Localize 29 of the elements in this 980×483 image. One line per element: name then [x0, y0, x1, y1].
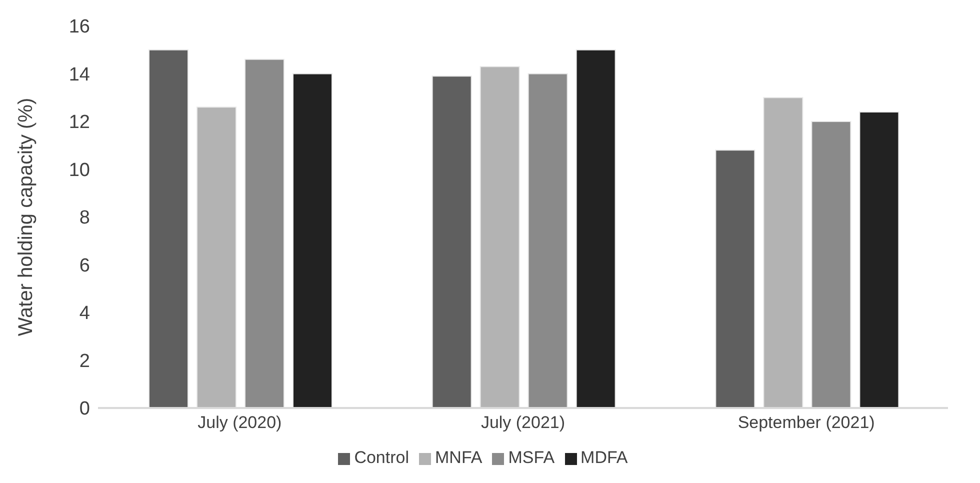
x-tick-label: September (2021): [738, 413, 875, 432]
y-tick-label: 10: [68, 160, 90, 181]
y-tick-label: 14: [68, 64, 90, 86]
y-tick-label: 12: [68, 112, 90, 134]
legend-label: MSFA: [508, 448, 555, 467]
y-tick-label: 0: [79, 398, 90, 420]
y-tick-label: 8: [79, 208, 90, 229]
y-tick-label: 2: [79, 350, 90, 372]
y-tick-label: 16: [68, 16, 90, 38]
legend-label: MDFA: [580, 448, 628, 467]
bar: [715, 150, 756, 408]
y-tick-label: 6: [79, 255, 90, 276]
bar: [576, 49, 616, 408]
legend-label: MNFA: [435, 448, 482, 467]
bar: [528, 73, 568, 408]
bar: [432, 76, 472, 408]
bar: [480, 66, 520, 408]
bar: [196, 106, 236, 408]
bar: [244, 58, 284, 408]
bar: [763, 97, 804, 408]
x-tick-label: July (2020): [198, 413, 282, 432]
y-axis-title: Water holding capacity (%): [15, 98, 38, 336]
bar: [148, 49, 188, 408]
legend-label: Control: [354, 448, 410, 467]
bar: [859, 111, 900, 408]
x-tick-label: July (2021): [480, 413, 566, 432]
y-tick-label: 4: [79, 303, 90, 324]
bar: [811, 121, 852, 408]
bar: [292, 73, 332, 408]
